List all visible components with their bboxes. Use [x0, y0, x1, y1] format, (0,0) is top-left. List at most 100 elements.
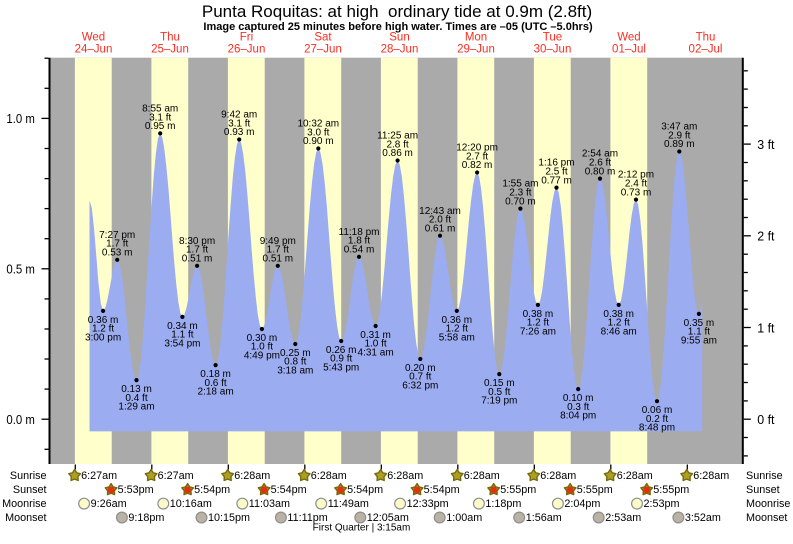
svg-text:0.26 m: 0.26 m	[326, 345, 357, 356]
svg-text:2:12 pm: 2:12 pm	[618, 170, 654, 181]
svg-text:5:55pm: 5:55pm	[577, 484, 613, 496]
svg-text:8:30 pm: 8:30 pm	[179, 236, 215, 247]
svg-text:5:54pm: 5:54pm	[194, 484, 230, 496]
svg-text:1 ft: 1 ft	[757, 320, 775, 335]
svg-text:2.4 ft: 2.4 ft	[625, 179, 647, 190]
svg-text:0 ft: 0 ft	[757, 412, 775, 427]
svg-text:3:18 am: 3:18 am	[277, 366, 313, 377]
svg-text:2.7 ft: 2.7 ft	[466, 151, 488, 162]
svg-text:0.77 m: 0.77 m	[541, 175, 572, 186]
svg-text:9:55 am: 9:55 am	[681, 335, 717, 346]
svg-text:0.31 m: 0.31 m	[360, 330, 391, 341]
svg-text:1:56am: 1:56am	[526, 512, 562, 524]
svg-text:3.1 ft: 3.1 ft	[228, 118, 250, 129]
svg-text:3:00 pm: 3:00 pm	[85, 332, 121, 343]
svg-text:6:27am: 6:27am	[81, 470, 117, 482]
svg-text:5:53pm: 5:53pm	[118, 484, 154, 496]
svg-text:12:05am: 12:05am	[367, 512, 409, 524]
svg-text:0.38 m: 0.38 m	[603, 309, 634, 320]
svg-text:1.0 ft: 1.0 ft	[251, 342, 273, 353]
svg-text:8:48 pm: 8:48 pm	[639, 423, 675, 434]
svg-text:0.36 m: 0.36 m	[88, 315, 119, 326]
svg-text:0.54 m: 0.54 m	[344, 245, 375, 256]
svg-text:0.51 m: 0.51 m	[182, 254, 213, 265]
svg-text:12:43 am: 12:43 am	[419, 206, 461, 217]
svg-text:8:46 am: 8:46 am	[601, 326, 637, 337]
svg-text:02–Jul: 02–Jul	[689, 44, 723, 56]
svg-text:9:42 am: 9:42 am	[221, 110, 257, 121]
svg-text:5:55pm: 5:55pm	[500, 484, 536, 496]
svg-text:0.86 m: 0.86 m	[382, 148, 413, 159]
svg-text:6:28am: 6:28am	[311, 470, 347, 482]
svg-text:4:31 am: 4:31 am	[358, 348, 394, 359]
svg-text:0.15 m: 0.15 m	[484, 378, 515, 389]
svg-text:Mon: Mon	[465, 32, 487, 44]
svg-text:29–Jun: 29–Jun	[457, 44, 495, 56]
svg-text:0.5 m: 0.5 m	[6, 262, 35, 277]
svg-text:1.7 ft: 1.7 ft	[106, 239, 128, 250]
svg-text:Punta Roquitas: at high ordin: Punta Roquitas: at high ordinary tide at…	[202, 2, 592, 21]
svg-text:0.0 m: 0.0 m	[6, 412, 35, 427]
svg-text:2:53am: 2:53am	[605, 512, 641, 524]
svg-text:0.73 m: 0.73 m	[621, 187, 652, 198]
svg-text:5:54pm: 5:54pm	[424, 484, 460, 496]
svg-text:3 ft: 3 ft	[757, 137, 775, 152]
svg-text:9:49 pm: 9:49 pm	[260, 236, 296, 247]
svg-text:Moonrise: Moonrise	[746, 498, 790, 510]
svg-text:0.10 m: 0.10 m	[563, 393, 594, 404]
svg-text:27–Jun: 27–Jun	[304, 44, 342, 56]
svg-text:6:28am: 6:28am	[693, 470, 729, 482]
svg-text:5:43 pm: 5:43 pm	[323, 363, 359, 374]
svg-text:1:29 am: 1:29 am	[118, 402, 154, 413]
svg-text:11:03am: 11:03am	[249, 498, 290, 510]
svg-text:1.0 ft: 1.0 ft	[364, 339, 386, 350]
svg-text:6:28am: 6:28am	[617, 470, 653, 482]
svg-text:11:18 pm: 11:18 pm	[339, 227, 380, 238]
svg-text:6:27am: 6:27am	[158, 470, 194, 482]
svg-text:12:20 pm: 12:20 pm	[456, 143, 498, 154]
svg-text:2:53pm: 2:53pm	[644, 498, 680, 510]
svg-text:6:32 pm: 6:32 pm	[402, 381, 438, 392]
svg-text:Tue: Tue	[543, 32, 562, 44]
svg-text:1.0 m: 1.0 m	[6, 111, 35, 126]
svg-text:0.61 m: 0.61 m	[425, 223, 456, 234]
svg-text:0.30 m: 0.30 m	[247, 333, 278, 344]
svg-text:0.80 m: 0.80 m	[585, 166, 616, 177]
svg-text:1.8 ft: 1.8 ft	[348, 236, 370, 247]
svg-text:12:33pm: 12:33pm	[407, 498, 449, 510]
svg-text:2:04pm: 2:04pm	[564, 498, 600, 510]
svg-text:0.36 m: 0.36 m	[442, 315, 473, 326]
svg-text:2.5 ft: 2.5 ft	[545, 167, 567, 178]
svg-text:0.38 m: 0.38 m	[523, 309, 554, 320]
svg-text:Sunset: Sunset	[13, 484, 47, 496]
svg-text:1.2 ft: 1.2 ft	[92, 324, 114, 335]
svg-text:0.25 m: 0.25 m	[280, 348, 311, 359]
svg-text:Wed: Wed	[82, 32, 105, 44]
svg-text:3:54 pm: 3:54 pm	[164, 338, 200, 349]
svg-text:3.0 ft: 3.0 ft	[307, 127, 329, 138]
svg-text:01–Jul: 01–Jul	[612, 44, 646, 56]
svg-text:11:11pm: 11:11pm	[287, 512, 327, 524]
svg-text:0.2 ft: 0.2 ft	[646, 414, 668, 425]
svg-text:0.8 ft: 0.8 ft	[284, 357, 306, 368]
svg-text:24–Jun: 24–Jun	[75, 44, 113, 56]
svg-text:6:28am: 6:28am	[464, 470, 500, 482]
svg-text:8:04 pm: 8:04 pm	[560, 411, 596, 422]
svg-text:0.6 ft: 0.6 ft	[204, 378, 226, 389]
svg-text:7:27 pm: 7:27 pm	[99, 230, 135, 241]
svg-text:1.1 ft: 1.1 ft	[171, 330, 193, 341]
svg-text:6:28am: 6:28am	[387, 470, 423, 482]
svg-text:Thu: Thu	[160, 32, 180, 44]
svg-text:2:54 am: 2:54 am	[582, 149, 618, 160]
svg-text:1.2 ft: 1.2 ft	[608, 318, 630, 329]
svg-text:Sunrise: Sunrise	[10, 470, 47, 482]
svg-text:0.18 m: 0.18 m	[200, 369, 231, 380]
svg-text:2.3 ft: 2.3 ft	[509, 188, 531, 199]
svg-text:3.1 ft: 3.1 ft	[149, 112, 171, 123]
svg-text:0.70 m: 0.70 m	[505, 196, 536, 207]
svg-text:Moonset: Moonset	[746, 512, 787, 524]
svg-text:1:55 am: 1:55 am	[502, 179, 538, 190]
svg-text:1.7 ft: 1.7 ft	[267, 245, 289, 256]
svg-text:1.2 ft: 1.2 ft	[527, 318, 549, 329]
svg-text:Sun: Sun	[389, 32, 409, 44]
